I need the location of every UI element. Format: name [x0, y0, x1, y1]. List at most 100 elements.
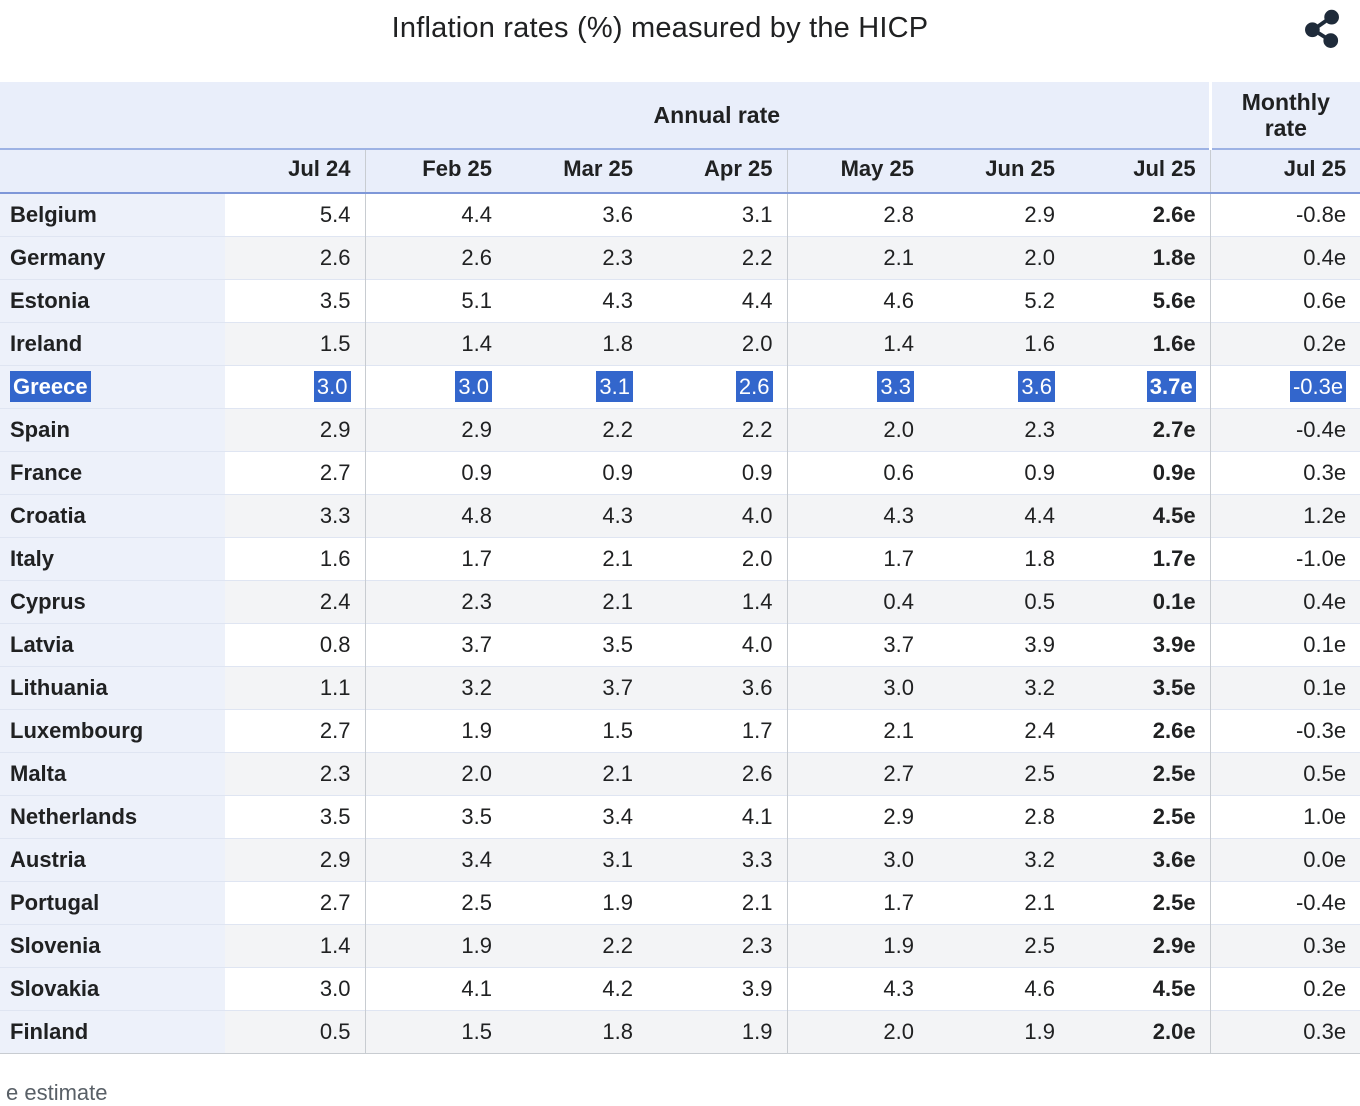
table-row-luxembourg: Luxembourg 2.7 1.9 1.5 1.7 2.1 2.4 2.6e -0.3e [0, 709, 1360, 753]
table-row-malta: Malta 2.3 2.0 2.1 2.6 2.7 2.5 2.5e 0.5e [0, 752, 1360, 796]
annual-value-cell: 3.0 [787, 838, 928, 882]
annual-value-cell: 1.4 [787, 322, 928, 366]
annual-value-cell: 2.7 [225, 709, 366, 753]
annual-value-cell: 1.5 [225, 322, 366, 366]
annual-value-cell: 4.3 [506, 279, 647, 323]
table-row-austria: Austria 2.9 3.4 3.1 3.3 3.0 3.2 3.6e 0.0e [0, 838, 1360, 882]
column-header-apr-25: Apr 25 [647, 149, 788, 194]
page-title: Inflation rates (%) measured by the HICP [391, 12, 929, 44]
selected-text: 3.3 [877, 371, 914, 402]
annual-value-cell: 2.3 [647, 924, 788, 968]
month-header-row: Jul 24 Feb 25 Mar 25 Apr 25 May 25 Jun 25 Jul … [0, 149, 1360, 194]
annual-value-cell: 3.6 [602, 202, 633, 227]
annual-rate-group-header: Annual rate [225, 82, 1212, 150]
table-row-portugal: Portugal 2.7 2.5 1.9 2.1 1.7 2.1 2.5e -0.4e [0, 881, 1360, 925]
annual-value-cell: 1.6e [1069, 322, 1211, 366]
annual-value-cell: 0.5 [225, 1010, 366, 1054]
annual-value-cell: 3.1 [506, 838, 647, 882]
annual-value-cell: 1.7 [787, 537, 928, 581]
annual-value-cell: 1.7 [787, 881, 928, 925]
annual-value-cell: 4.4 [461, 202, 492, 227]
annual-value-cell: 1.7 [647, 709, 788, 753]
annual-value-cell: 4.1 [647, 795, 788, 839]
monthly-value-cell: 0.2e [1210, 967, 1360, 1011]
table-row-latvia: Latvia 0.8 3.7 3.5 4.0 3.7 3.9 3.9e 0.1e [0, 623, 1360, 667]
annual-value-cell: 2.6 [647, 752, 788, 796]
annual-value-cell: 3.7 [787, 623, 928, 667]
annual-value-cell: 2.1 [787, 236, 928, 280]
annual-value-cell: 3.1 [647, 193, 788, 237]
annual-value-cell: 2.9e [1069, 924, 1211, 968]
annual-value-cell: 2.5 [928, 924, 1069, 968]
monthly-value-cell: -0.4e [1210, 881, 1360, 925]
annual-value-cell: 3.3 [787, 365, 928, 409]
country-cell: Germany [0, 236, 225, 280]
annual-value-cell: 1.8 [506, 322, 647, 366]
annual-value-cell: 3.0 [225, 967, 366, 1011]
table-row-croatia: Croatia 3.3 4.8 4.3 4.0 4.3 4.4 4.5e 1.2e [0, 494, 1360, 538]
selected-text: 3.1 [596, 371, 633, 402]
annual-value-cell: 4.0 [647, 494, 788, 538]
annual-value-cell: 5.2 [928, 279, 1069, 323]
annual-value-cell: 4.6 [928, 967, 1069, 1011]
annual-value-cell: 3.7 [506, 666, 647, 710]
table-row-belgium: Belgium 5.4 4.4 3.6 3.1 2.8 2.9 2.6e -0.8e [0, 193, 1360, 237]
annual-value-cell: 2.9 [787, 795, 928, 839]
annual-value-cell: 2.2 [647, 236, 788, 280]
annual-value-cell: 1.8 [506, 1010, 647, 1054]
annual-value-cell: 0.6 [787, 451, 928, 495]
monthly-value-cell: 1.2e [1210, 494, 1360, 538]
table-row-netherlands: Netherlands 3.5 3.5 3.4 4.1 2.9 2.8 2.5e 1.0e [0, 795, 1360, 839]
estimate-footnote: e estimate [6, 1080, 108, 1105]
annual-value-cell: 2.2 [506, 408, 647, 452]
monthly-value-cell: 0.3e [1210, 924, 1360, 968]
country-cell: Netherlands [0, 795, 225, 839]
annual-value-cell: 2.4 [225, 580, 366, 624]
selected-text: 3.6 [1018, 371, 1055, 402]
table-row-spain: Spain 2.9 2.9 2.2 2.2 2.0 2.3 2.7e -0.4e [0, 408, 1360, 452]
table-row-germany: Germany 2.6 2.6 2.3 2.2 2.1 2.0 1.8e 0.4e [0, 236, 1360, 280]
annual-value-cell: 4.3 [787, 494, 928, 538]
annual-value-cell: 0.9 [928, 451, 1069, 495]
annual-value-cell: 1.1 [225, 666, 366, 710]
annual-value-cell: 2.5e [1069, 881, 1211, 925]
inflation-table: Annual rate Monthly rate Jul 24 Feb 25 Mar… [0, 82, 1360, 1054]
monthly-rate-group-header: Monthly rate [1210, 82, 1360, 150]
annual-value-cell: 2.0 [365, 752, 506, 796]
annual-value-cell: 1.4 [647, 580, 788, 624]
annual-value-cell: 0.4 [787, 580, 928, 624]
table-row-estonia: Estonia 3.5 5.1 4.3 4.4 4.6 5.2 5.6e 0.6e [0, 279, 1360, 323]
annual-value-cell: 2.6e [1069, 193, 1211, 237]
annual-value-cell: 2.1 [506, 580, 647, 624]
annual-value-cell: 2.3 [365, 580, 506, 624]
annual-value-cell: 1.5 [365, 1010, 506, 1054]
selected-text: 2.6 [735, 371, 773, 402]
column-header-jun-25: Jun 25 [928, 149, 1069, 194]
annual-value-cell: 0.8 [225, 623, 366, 667]
column-header-may-25: May 25 [787, 149, 928, 194]
table-body: Belgium 5.4 4.4 3.6 3.1 2.8 2.9 2.6e -0.8e German… [0, 193, 1360, 1054]
country-cell: Estonia [0, 279, 225, 323]
annual-value-cell: 4.4 [928, 494, 1069, 538]
monthly-value-cell: 0.6e [1210, 279, 1360, 323]
annual-value-cell: 3.5 [225, 279, 366, 323]
annual-value-cell: 3.2 [928, 666, 1069, 710]
table-header: Annual rate Monthly rate Jul 24 Feb 25 Mar… [0, 82, 1360, 194]
annual-value-cell: 1.9 [365, 709, 506, 753]
annual-value-cell: 5.6e [1069, 279, 1211, 323]
annual-value-cell: 5.1 [365, 279, 506, 323]
monthly-value-cell: 0.2e [1210, 322, 1360, 366]
annual-value-cell: 2.8 [928, 795, 1069, 839]
annual-value-cell: 4.6 [787, 279, 928, 323]
annual-value-cell: 1.8 [928, 537, 1069, 581]
annual-value-cell: 4.5e [1069, 494, 1211, 538]
annual-value-cell: 3.0 [365, 365, 506, 409]
annual-value-cell: 2.0 [787, 1010, 928, 1054]
annual-value-cell: 2.0e [1069, 1010, 1211, 1054]
country-cell: Luxembourg [0, 709, 225, 753]
annual-value-cell: 3.9 [647, 967, 788, 1011]
column-header-jul-24: Jul 24 [225, 149, 366, 194]
annual-value-cell: 3.5e [1069, 666, 1211, 710]
monthly-value-cell: 0.1e [1210, 623, 1360, 667]
share-button[interactable] [1298, 6, 1346, 54]
